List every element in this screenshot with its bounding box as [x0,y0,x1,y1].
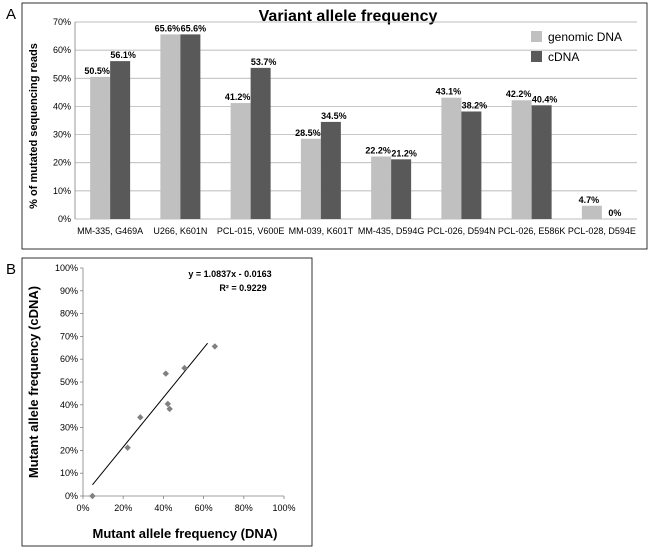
scatter-y-tick-label: 80% [60,309,78,319]
bar-category-label: PCL-028, D594E [568,226,636,236]
bar [441,97,462,219]
bar-data-label: 65.6% [155,23,181,33]
bar-data-label: 28.5% [295,128,321,138]
legend-swatch [531,31,542,42]
bar [230,103,251,219]
bar-data-label: 50.5% [84,66,110,76]
bar-chart-legend: genomic DNA cDNA [531,30,622,64]
bar-category-label: PCL-015, V600E [217,226,285,236]
bar-data-label: 43.1% [436,87,462,97]
bar [90,76,111,219]
panel-a-label: A [6,6,16,23]
scatter-y-tick-label: 90% [60,286,78,296]
bar [110,61,131,219]
scatter-y-tick-label: 10% [60,468,78,478]
scatter-x-tick-label: 0% [76,503,89,513]
bar-chart: Variant allele frequency % of mutated se… [28,8,637,236]
legend-entry: genomic DNA [548,30,622,44]
bar-category-label: MM-335, G469A [77,226,143,236]
bar-category-label: MM-039, K601T [289,226,354,236]
bar-data-label: 40.4% [532,94,558,104]
bar-category-label: PCL-026, E586K [498,226,566,236]
scatter-y-tick-label: 100% [55,263,78,273]
r-squared-label: R² = 0.9229 [219,283,266,293]
scatter-y-tick-label: 20% [60,445,78,455]
scatter-y-tick-label: 60% [60,354,78,364]
bar [250,67,271,219]
trendline-equation: y = 1.0837x - 0.0163 [188,269,271,279]
bar-data-label: 41.2% [225,92,251,102]
bar-y-tick-label: 30% [53,130,71,140]
bar [581,205,602,219]
bar [371,156,392,219]
scatter-point [166,405,173,413]
bar-data-label: 0% [608,208,621,218]
scatter-y-tick-label: 50% [60,377,78,387]
bar-data-label: 38.2% [462,100,488,110]
scatter-x-tick-label: 60% [195,503,213,513]
scatter-x-axis-title: Mutant allele frequency (DNA) [93,526,278,541]
scatter-chart: Mutant allele frequency (cDNA) Mutant al… [26,263,296,541]
bar-data-label: 22.2% [365,146,391,156]
legend-swatch [531,51,542,62]
scatter-x-tick-label: 80% [235,503,253,513]
bar-category-label: U266, K601N [153,226,207,236]
scatter-y-tick-label: 30% [60,423,78,433]
scatter-point [89,492,96,500]
bar-data-label: 34.5% [321,111,347,121]
bar [320,121,341,219]
bar-y-tick-label: 40% [53,101,71,111]
bar [511,100,532,219]
scatter-x-tick-label: 100% [272,503,295,513]
scatter-point [137,414,144,421]
scatter-point [162,370,170,377]
scatter-x-tick-label: 20% [114,503,132,513]
scatter-chart-frame [21,257,313,547]
scatter-point [124,444,131,451]
scatter-y-tick-label: 40% [60,400,78,410]
bar [300,138,321,219]
bar-chart-y-axis-title: % of mutated sequencing reads [28,43,40,209]
bar-data-label: 56.1% [110,50,136,60]
bar-chart-title: Variant allele frequency [259,8,438,25]
bar [391,159,412,219]
bar [461,111,482,219]
bar [531,105,552,219]
panel-b-label: B [6,261,16,278]
bar-y-tick-label: 50% [53,73,71,83]
bar-y-tick-label: 20% [53,158,71,168]
scatter-point [181,364,188,372]
bar-y-tick-label: 10% [53,186,71,196]
bar [160,34,181,219]
bar-y-tick-label: 70% [53,17,71,27]
scatter-y-tick-label: 70% [60,331,78,341]
bar-data-label: 53.7% [251,57,277,67]
bar-data-label: 65.6% [181,23,207,33]
bar-data-label: 42.2% [506,89,532,99]
bar-category-label: PCL-026, D594N [427,226,496,236]
scatter-point [211,343,219,350]
bar-data-label: 4.7% [579,195,600,205]
legend-entry: cDNA [548,50,579,64]
scatter-y-tick-label: 0% [65,491,78,501]
bar-data-label: 21.2% [391,148,417,158]
bar-category-label: MM-435, D594G [358,226,425,236]
scatter-point [164,400,172,408]
bar-y-tick-label: 60% [53,45,71,55]
scatter-y-axis-title: Mutant allele frequency (cDNA) [26,286,41,478]
bar-y-tick-label: 0% [58,214,71,224]
trendline [92,342,209,486]
scatter-x-tick-label: 40% [154,503,172,513]
bar [180,34,201,219]
